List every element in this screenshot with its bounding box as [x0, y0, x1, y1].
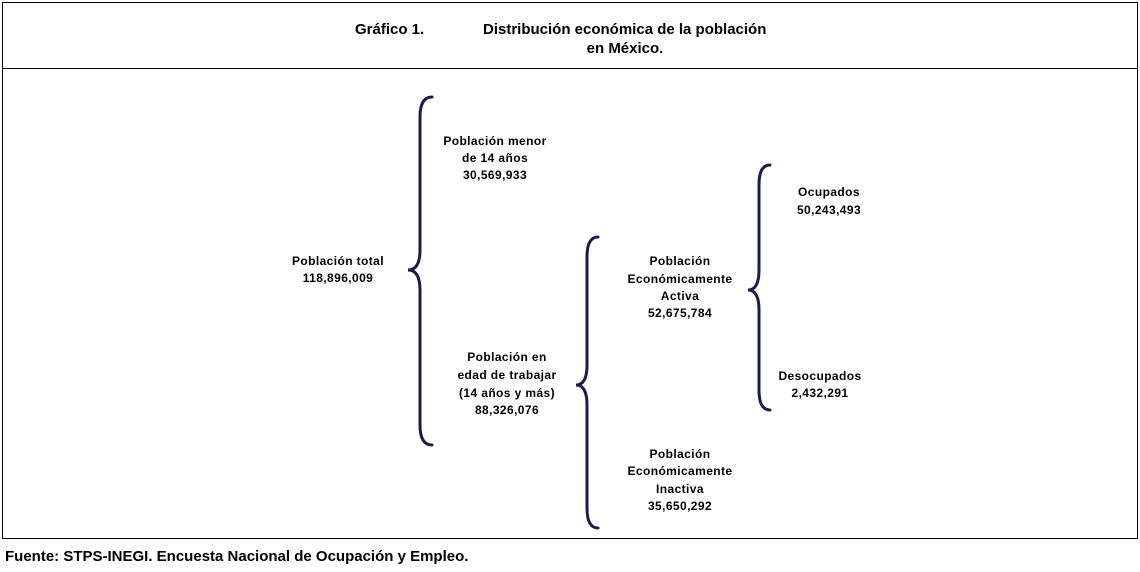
title: Distribución económica de la población — [483, 21, 766, 38]
node-value: 2,432,291 — [792, 386, 849, 400]
node-label: Activa — [661, 289, 699, 303]
node-value: 52,675,784 — [648, 306, 712, 320]
brace — [407, 95, 434, 447]
node-label: (14 años y más) — [459, 386, 555, 400]
node-label: Económicamente — [628, 272, 733, 286]
node-label: edad de trabajar — [457, 368, 556, 382]
node-value: 88,326,076 — [475, 403, 539, 417]
node-label: de 14 años — [462, 151, 528, 165]
brace — [575, 235, 600, 530]
figure-label: Gráfico 1. — [355, 21, 424, 38]
node-label: Población total — [292, 254, 384, 268]
frame — [2, 2, 1138, 539]
node-label: Ocupados — [798, 185, 860, 199]
node-label: Población — [650, 254, 711, 268]
node-value: 30,569,933 — [463, 168, 527, 182]
node-value: 35,650,292 — [648, 499, 712, 513]
title: en México. — [587, 40, 664, 57]
node-label: Inactiva — [656, 482, 704, 496]
node-label: Población en — [467, 350, 546, 364]
brace — [747, 163, 772, 412]
node-value: 118,896,009 — [303, 271, 373, 285]
node-label: Población — [650, 447, 711, 461]
node-label: Población menor — [443, 134, 546, 148]
node-label: Económicamente — [628, 464, 733, 478]
node-label: Desocupados — [778, 369, 861, 383]
source-note: Fuente: STPS-INEGI. Encuesta Nacional de… — [5, 548, 468, 565]
node-value: 50,243,493 — [797, 203, 861, 217]
